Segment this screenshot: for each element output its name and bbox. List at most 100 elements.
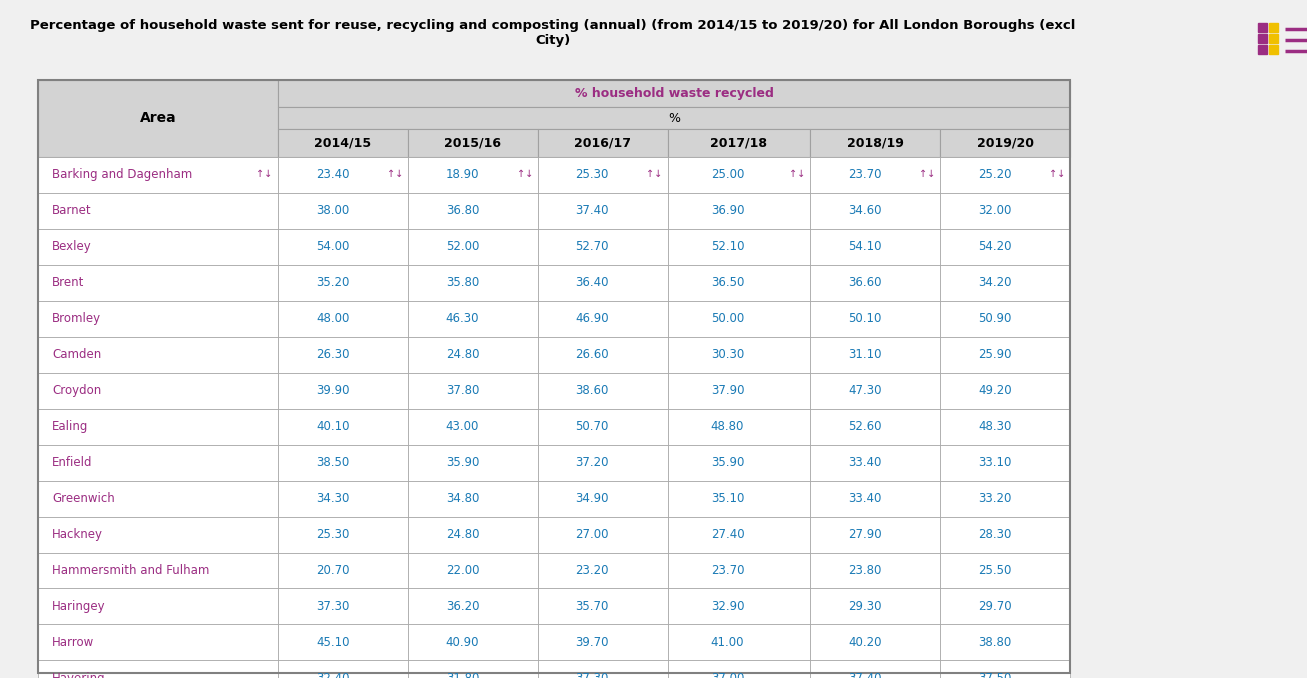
Bar: [408, 301, 537, 337]
Bar: [278, 624, 408, 660]
Text: 47.30: 47.30: [848, 384, 882, 397]
Bar: [537, 481, 668, 517]
Text: 40.10: 40.10: [316, 420, 349, 433]
Text: Havering: Havering: [52, 672, 106, 678]
Text: 36.90: 36.90: [711, 205, 744, 218]
Bar: [537, 660, 668, 678]
Text: 39.70: 39.70: [575, 636, 609, 649]
Text: 30.30: 30.30: [711, 348, 744, 361]
Bar: [1269, 34, 1278, 43]
Bar: [668, 157, 810, 193]
Text: 36.40: 36.40: [575, 277, 609, 290]
Bar: [810, 193, 940, 229]
Bar: [38, 589, 278, 624]
Text: 35.80: 35.80: [446, 277, 480, 290]
Text: 24.80: 24.80: [446, 528, 480, 541]
Text: 35.90: 35.90: [446, 456, 480, 469]
Bar: [940, 129, 1070, 157]
Bar: [940, 481, 1070, 517]
Bar: [408, 373, 537, 409]
Text: Hackney: Hackney: [52, 528, 103, 541]
Text: 2016/17: 2016/17: [574, 136, 631, 150]
Bar: [537, 517, 668, 553]
Text: 34.90: 34.90: [575, 492, 609, 505]
Bar: [668, 445, 810, 481]
Text: 35.10: 35.10: [711, 492, 744, 505]
Bar: [668, 265, 810, 301]
Bar: [408, 229, 537, 265]
Text: 29.70: 29.70: [978, 600, 1012, 613]
Text: 50.00: 50.00: [711, 313, 744, 325]
Text: 54.10: 54.10: [848, 241, 882, 254]
Bar: [668, 337, 810, 373]
Bar: [278, 107, 1070, 129]
Bar: [537, 129, 668, 157]
Bar: [940, 265, 1070, 301]
Text: 37.40: 37.40: [575, 205, 609, 218]
Text: 26.30: 26.30: [316, 348, 349, 361]
Bar: [940, 517, 1070, 553]
Bar: [668, 229, 810, 265]
Bar: [38, 660, 278, 678]
Bar: [940, 337, 1070, 373]
Bar: [940, 553, 1070, 589]
Text: 34.30: 34.30: [316, 492, 349, 505]
Bar: [810, 553, 940, 589]
Text: 31.10: 31.10: [848, 348, 882, 361]
Bar: [278, 481, 408, 517]
Bar: [537, 553, 668, 589]
Bar: [38, 553, 278, 589]
Bar: [408, 157, 537, 193]
Text: Haringey: Haringey: [52, 600, 106, 613]
Bar: [537, 337, 668, 373]
Bar: [810, 481, 940, 517]
Text: 36.60: 36.60: [848, 277, 882, 290]
Text: 27.00: 27.00: [575, 528, 609, 541]
Text: 37.40: 37.40: [848, 672, 882, 678]
Text: % household waste recycled: % household waste recycled: [575, 87, 774, 100]
Bar: [940, 589, 1070, 624]
Text: 36.20: 36.20: [446, 600, 480, 613]
Bar: [408, 624, 537, 660]
Bar: [278, 301, 408, 337]
Text: 37.00: 37.00: [711, 672, 744, 678]
Bar: [537, 229, 668, 265]
Text: 48.80: 48.80: [711, 420, 744, 433]
Bar: [810, 373, 940, 409]
Bar: [668, 409, 810, 445]
Bar: [810, 409, 940, 445]
Bar: [408, 265, 537, 301]
Bar: [38, 409, 278, 445]
Bar: [668, 481, 810, 517]
Text: 36.80: 36.80: [446, 205, 480, 218]
Text: Brent: Brent: [52, 277, 85, 290]
Text: 37.80: 37.80: [446, 384, 480, 397]
Bar: [940, 229, 1070, 265]
Text: 52.60: 52.60: [848, 420, 882, 433]
Text: 25.20: 25.20: [978, 168, 1012, 182]
Bar: [38, 517, 278, 553]
Bar: [1259, 45, 1266, 54]
Text: 34.80: 34.80: [446, 492, 480, 505]
Bar: [668, 589, 810, 624]
Text: Barnet: Barnet: [52, 205, 91, 218]
Bar: [940, 373, 1070, 409]
Bar: [940, 624, 1070, 660]
Bar: [940, 660, 1070, 678]
Bar: [38, 481, 278, 517]
Text: 52.10: 52.10: [711, 241, 744, 254]
Bar: [278, 193, 408, 229]
Text: 25.50: 25.50: [978, 564, 1012, 577]
Bar: [278, 517, 408, 553]
Bar: [537, 301, 668, 337]
Text: 33.40: 33.40: [848, 492, 882, 505]
Bar: [940, 157, 1070, 193]
Text: 34.60: 34.60: [848, 205, 882, 218]
Bar: [668, 373, 810, 409]
Bar: [408, 193, 537, 229]
Bar: [1269, 45, 1278, 54]
Text: 27.90: 27.90: [848, 528, 882, 541]
Bar: [940, 445, 1070, 481]
Bar: [408, 337, 537, 373]
Text: 52.70: 52.70: [575, 241, 609, 254]
